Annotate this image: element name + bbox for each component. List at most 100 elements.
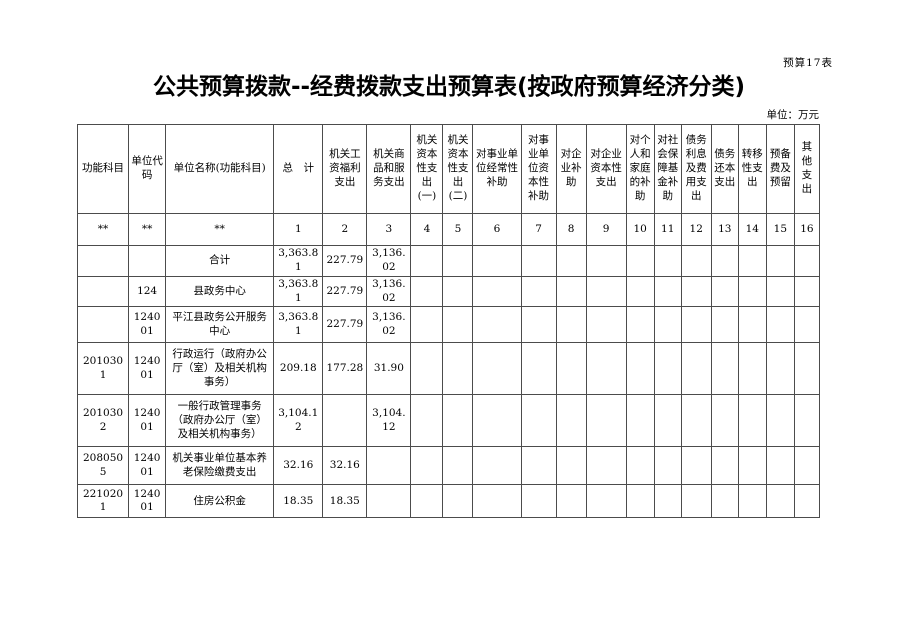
column-header: 预备费及预留 <box>765 124 795 214</box>
value-cell <box>366 484 412 519</box>
value-cell: 3,104.12 <box>366 394 412 448</box>
value-cell <box>765 394 795 448</box>
value-cell <box>625 306 655 344</box>
value-cell: 32.16 <box>273 446 324 486</box>
unit-label: 单位：万元 <box>766 109 820 121</box>
column-header: 单位名称(功能科目) <box>165 124 275 214</box>
function-code-cell <box>76 275 130 308</box>
value-cell <box>410 484 444 519</box>
budget-table: 功能科目 单位代码 单位名称(功能科目) 总 计机关工资福利支出 机关商品和服务支出 机关… <box>76 124 821 519</box>
unit-code-cell: 124001 <box>128 484 167 519</box>
value-cell <box>442 245 474 277</box>
value-cell <box>410 446 444 486</box>
value-cell: 3,363.81 <box>273 245 324 277</box>
value-cell <box>410 394 444 448</box>
value-cell <box>737 342 767 396</box>
value-cell: 3,136.02 <box>366 306 412 344</box>
value-cell <box>793 484 821 519</box>
value-cell <box>737 446 767 486</box>
column-code: 15 <box>765 213 795 246</box>
column-code: 16 <box>793 213 821 246</box>
unit-name-cell: 平江县政务公开服务中心 <box>165 306 275 344</box>
value-cell <box>737 484 767 519</box>
value-cell: 18.35 <box>273 484 324 519</box>
value-cell <box>710 484 739 519</box>
column-code-row: ** ** ** 1 2 3 4 5 6 7 8 9 10 11 12 13 14 15 16 <box>76 213 821 246</box>
table-row: 2010302 124001 一般行政管理事务（政府办公厅（室）及相关机构事务） 3,… <box>76 394 821 448</box>
column-header: 机关工资福利支出 <box>322 124 368 214</box>
unit-code-cell: 124 <box>128 275 167 308</box>
column-header: 总 计 <box>273 124 324 214</box>
column-code: 3 <box>366 213 412 246</box>
value-cell <box>625 484 655 519</box>
value-cell <box>680 245 712 277</box>
value-cell <box>765 306 795 344</box>
value-cell <box>442 484 474 519</box>
value-cell <box>680 394 712 448</box>
value-cell <box>410 275 444 308</box>
value-cell <box>472 394 522 448</box>
column-code: 9 <box>585 213 627 246</box>
value-cell <box>555 245 587 277</box>
value-cell <box>442 446 474 486</box>
value-cell <box>555 394 587 448</box>
table-row: 合计 3,363.81 227.79 3,136.02 <box>76 245 821 277</box>
column-code: 14 <box>737 213 767 246</box>
value-cell <box>442 394 474 448</box>
value-cell <box>520 306 557 344</box>
value-cell <box>680 306 712 344</box>
column-header: 债务利息及费用支出 <box>680 124 712 214</box>
value-cell: 209.18 <box>273 342 324 396</box>
table-row: 124 县政务中心 3,363.81 227.79 3,136.02 <box>76 275 821 308</box>
column-code: ** <box>165 213 275 246</box>
value-cell <box>625 245 655 277</box>
function-code-cell <box>76 245 130 277</box>
value-cell <box>737 306 767 344</box>
value-cell <box>793 394 821 448</box>
value-cell: 3,363.81 <box>273 306 324 344</box>
unit-code-cell: 124001 <box>128 306 167 344</box>
value-cell <box>555 306 587 344</box>
page-title: 公共预算拨款--经费拨款支出预算表(按政府预算经济分类) <box>152 74 746 100</box>
value-cell <box>710 245 739 277</box>
value-cell <box>442 342 474 396</box>
value-cell: 227.79 <box>322 306 368 344</box>
function-code-cell <box>76 306 130 344</box>
value-cell <box>737 245 767 277</box>
column-header: 机关商品和服务支出 <box>366 124 412 214</box>
function-code-cell: 2080505 <box>76 446 130 486</box>
unit-name-cell: 县政务中心 <box>165 275 275 308</box>
column-header: 对事业单位资本性补助 <box>520 124 557 214</box>
column-header: 其他支出 <box>793 124 821 214</box>
table-row: 2080505 124001 机关事业单位基本养老保险缴费支出 32.16 32.16 <box>76 446 821 486</box>
value-cell <box>680 484 712 519</box>
value-cell <box>472 275 522 308</box>
value-cell <box>653 306 682 344</box>
value-cell <box>585 484 627 519</box>
column-code: 5 <box>442 213 474 246</box>
value-cell <box>555 275 587 308</box>
value-cell <box>410 342 444 396</box>
column-header: 对社会保障基金补助 <box>653 124 682 214</box>
value-cell <box>585 342 627 396</box>
value-cell <box>472 484 522 519</box>
column-header: 对事业单位经常性补助 <box>472 124 522 214</box>
column-code: 12 <box>680 213 712 246</box>
column-code: 11 <box>653 213 682 246</box>
value-cell <box>585 306 627 344</box>
value-cell <box>472 245 522 277</box>
value-cell <box>710 306 739 344</box>
value-cell <box>793 275 821 308</box>
column-code: 13 <box>710 213 739 246</box>
function-code-cell: 2010302 <box>76 394 130 448</box>
column-code: 8 <box>555 213 587 246</box>
value-cell <box>520 394 557 448</box>
value-cell <box>680 275 712 308</box>
value-cell <box>472 342 522 396</box>
value-cell <box>737 394 767 448</box>
value-cell <box>793 245 821 277</box>
table-header-row: 功能科目 单位代码 单位名称(功能科目) 总 计机关工资福利支出 机关商品和服务支出 机关… <box>76 124 821 214</box>
value-cell <box>366 446 412 486</box>
column-header: 机关资本性支出(二) <box>442 124 474 214</box>
value-cell <box>710 342 739 396</box>
